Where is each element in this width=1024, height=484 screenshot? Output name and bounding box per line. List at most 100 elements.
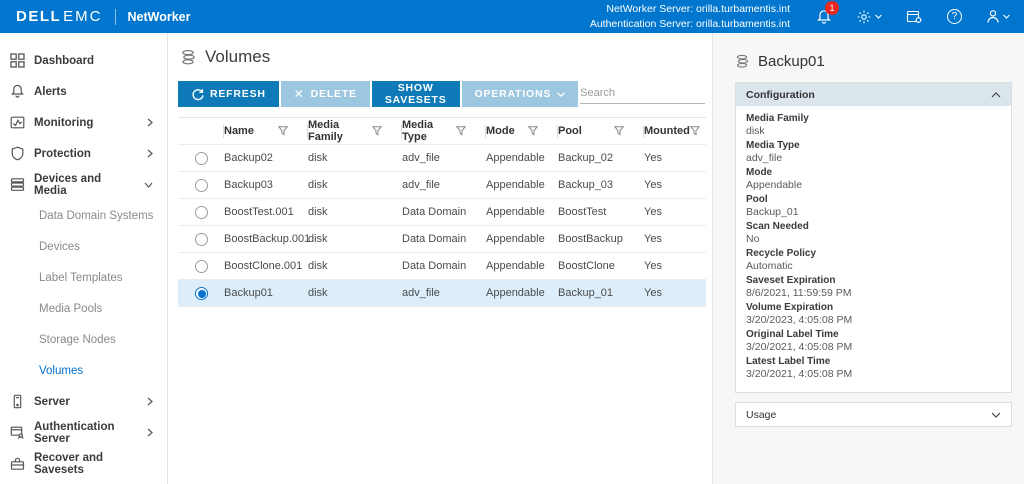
field-media-type: Media Type adv_file [746, 140, 1001, 164]
column-header-pool[interactable]: Pool [558, 118, 644, 144]
search-input[interactable] [580, 84, 706, 104]
field-label: Media Type [746, 140, 800, 151]
field-label: Original Label Time [746, 329, 839, 340]
column-header-media-family[interactable]: Media Family [308, 118, 402, 144]
sidebar-subitem-storage-nodes[interactable]: Storage Nodes [0, 324, 167, 355]
server-configuration-button[interactable] [906, 9, 923, 25]
sidebar-item-protection[interactable]: Protection [0, 138, 167, 169]
cell-media-family: disk [308, 287, 328, 299]
configuration-section-header[interactable]: Configuration [736, 83, 1011, 106]
filter-icon[interactable] [456, 126, 466, 136]
column-label: Mounted [644, 125, 690, 137]
refresh-button[interactable]: REFRESH [178, 81, 279, 107]
cell-mounted: Yes [644, 260, 662, 272]
cell-name: Backup03 [224, 179, 273, 191]
field-media-family: Media Family disk [746, 113, 1001, 137]
gear-icon [856, 9, 872, 25]
table-row-selected[interactable]: Backup01 disk adv_file Appendable Backup… [178, 280, 706, 307]
row-select-radio[interactable] [194, 205, 208, 219]
cell-name: BoostBackup.001 [224, 233, 311, 245]
show-savesets-button[interactable]: SHOW SAVESETS [371, 81, 460, 107]
monitoring-chart-icon [10, 115, 25, 130]
chevron-down-icon [144, 182, 153, 188]
authentication-server-label: Authentication Server: orilla.turbamenti… [589, 17, 790, 30]
row-select-radio[interactable] [194, 259, 208, 273]
delete-button-label: DELETE [310, 88, 357, 100]
configuration-section-label: Configuration [746, 88, 815, 101]
sidebar-item-devices-and-media[interactable]: Devices and Media [0, 169, 167, 200]
cell-mounted: Yes [644, 206, 662, 218]
sidebar-nav: Dashboard Alerts Monit [0, 33, 168, 484]
sidebar-subitem-label-templates[interactable]: Label Templates [0, 262, 167, 293]
field-label: Saveset Expiration [746, 275, 836, 286]
column-header-mode[interactable]: Mode [486, 118, 558, 144]
table-row[interactable]: Backup02 disk adv_file Appendable Backup… [178, 145, 706, 172]
settings-menu-button[interactable] [856, 9, 882, 25]
chevron-down-icon [1003, 14, 1010, 19]
column-label: Media Type [402, 119, 434, 143]
cell-name: BoostClone.001 [224, 260, 303, 272]
sidebar-item-monitoring[interactable]: Monitoring [0, 107, 167, 138]
column-header-name[interactable]: Name [224, 118, 308, 144]
operations-button[interactable]: OPERATIONS [461, 81, 579, 107]
sidebar-subitem-devices[interactable]: Devices [0, 231, 167, 262]
filter-icon[interactable] [689, 126, 700, 136]
server-tower-icon [10, 394, 25, 409]
cell-name: Backup01 [224, 287, 273, 299]
sidebar-subitem-data-domain-systems[interactable]: Data Domain Systems [0, 200, 167, 231]
table-row[interactable]: BoostBackup.001 disk Data Domain Appenda… [178, 226, 706, 253]
table-row[interactable]: BoostTest.001 disk Data Domain Appendabl… [178, 199, 706, 226]
table-row[interactable]: BoostClone.001 disk Data Domain Appendab… [178, 253, 706, 280]
field-value: Backup_01 [746, 206, 799, 218]
row-select-radio-checked[interactable] [194, 286, 208, 300]
shield-icon [10, 146, 25, 161]
help-button[interactable]: ? [947, 9, 962, 24]
media-stack-icon [10, 177, 25, 192]
field-value: 3/20/2021, 4:05:08 PM [746, 368, 853, 380]
row-select-radio[interactable] [194, 151, 208, 165]
sidebar-item-server[interactable]: Server [0, 386, 167, 417]
filter-icon[interactable] [528, 126, 538, 136]
server-info: NetWorker Server: orilla.turbamentis.int… [590, 2, 790, 32]
field-latest-label-time: Latest Label Time 3/20/2021, 4:05:08 PM [746, 356, 1001, 380]
sidebar-subitem-media-pools[interactable]: Media Pools [0, 293, 167, 324]
row-select-radio[interactable] [194, 178, 208, 192]
cell-media-type: adv_file [402, 287, 440, 299]
usage-section-label: Usage [746, 408, 777, 421]
field-value: disk [746, 125, 765, 137]
sidebar-item-recover-and-savesets[interactable]: Recover and Savesets [0, 448, 167, 479]
table-header-row: Name Media Family Media Type [178, 118, 706, 145]
row-select-radio[interactable] [194, 232, 208, 246]
cell-pool: BoostClone [558, 260, 615, 272]
notifications-button[interactable]: 1 [816, 0, 839, 25]
field-original-label-time: Original Label Time 3/20/2021, 4:05:08 P… [746, 329, 1001, 353]
delete-button[interactable]: ✕ DELETE [280, 81, 370, 107]
details-panel: Backup01 Configuration Media Family disk… [712, 33, 1024, 484]
main-content: Volumes REFRESH ✕ DELETE [168, 33, 734, 484]
field-value: Automatic [746, 260, 793, 272]
sidebar-item-alerts[interactable]: Alerts [0, 76, 167, 107]
filter-icon[interactable] [372, 126, 382, 136]
filter-icon[interactable] [614, 126, 624, 136]
column-header-mounted[interactable]: Mounted [644, 118, 720, 144]
cell-pool: BoostBackup [558, 233, 623, 245]
volumes-stack-icon [180, 49, 197, 66]
filter-icon[interactable] [278, 126, 288, 136]
sidebar-item-label: Alerts [34, 85, 67, 98]
sidebar-item-authentication-server[interactable]: Authentication Server [0, 417, 167, 448]
sidebar-item-dashboard[interactable]: Dashboard [0, 45, 167, 76]
column-header-media-type[interactable]: Media Type [402, 118, 486, 144]
brand-divider [114, 8, 116, 25]
cell-media-type: Data Domain [402, 233, 467, 245]
cell-mounted: Yes [644, 233, 662, 245]
notification-count-badge: 1 [825, 0, 839, 15]
field-pool: Pool Backup_01 [746, 194, 1001, 218]
table-row[interactable]: Backup03 disk adv_file Appendable Backup… [178, 172, 706, 199]
sidebar-subitem-volumes[interactable]: Volumes [0, 355, 167, 386]
sidebar-subitem-label: Media Pools [39, 302, 103, 315]
bell-icon [10, 84, 25, 99]
field-mode: Mode Appendable [746, 167, 1001, 191]
usage-section-header[interactable]: Usage [735, 402, 1012, 427]
user-menu-button[interactable] [986, 9, 1010, 24]
field-value: adv_file [746, 152, 783, 164]
